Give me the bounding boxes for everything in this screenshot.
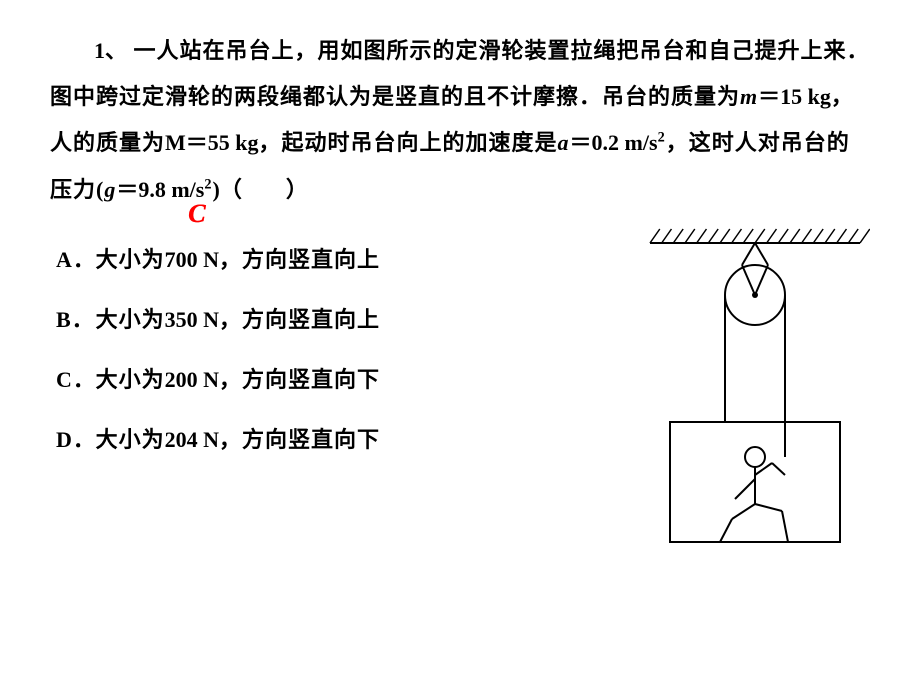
- pulley-diagram: [640, 223, 870, 553]
- var-g: g: [104, 177, 116, 202]
- page: 1、 一人站在吊台上，用如图所示的定滑轮装置拉绳把吊台和自己提升上来．图中跨过定…: [0, 0, 920, 690]
- var-M: M: [165, 130, 186, 155]
- question-text: 1、 一人站在吊台上，用如图所示的定滑轮装置拉绳把吊台和自己提升上来．图中跨过定…: [50, 28, 870, 213]
- choice-c: C．大小为200 N，方向竖直向下: [56, 369, 632, 391]
- var-a: a: [558, 130, 570, 155]
- choice-list: A．大小为700 N，方向竖直向上 B．大小为350 N，方向竖直向上 C．大小…: [50, 249, 632, 451]
- answer-mark: C: [188, 199, 205, 229]
- choice-b: B．大小为350 N，方向竖直向上: [56, 309, 632, 331]
- lower-section: A．大小为700 N，方向竖直向上 B．大小为350 N，方向竖直向上 C．大小…: [50, 249, 870, 553]
- choice-d: D．大小为204 N，方向竖直向下: [56, 429, 632, 451]
- var-m: m: [740, 84, 758, 109]
- choice-a: A．大小为700 N，方向竖直向上: [56, 249, 632, 271]
- question-number: 1、: [94, 38, 127, 63]
